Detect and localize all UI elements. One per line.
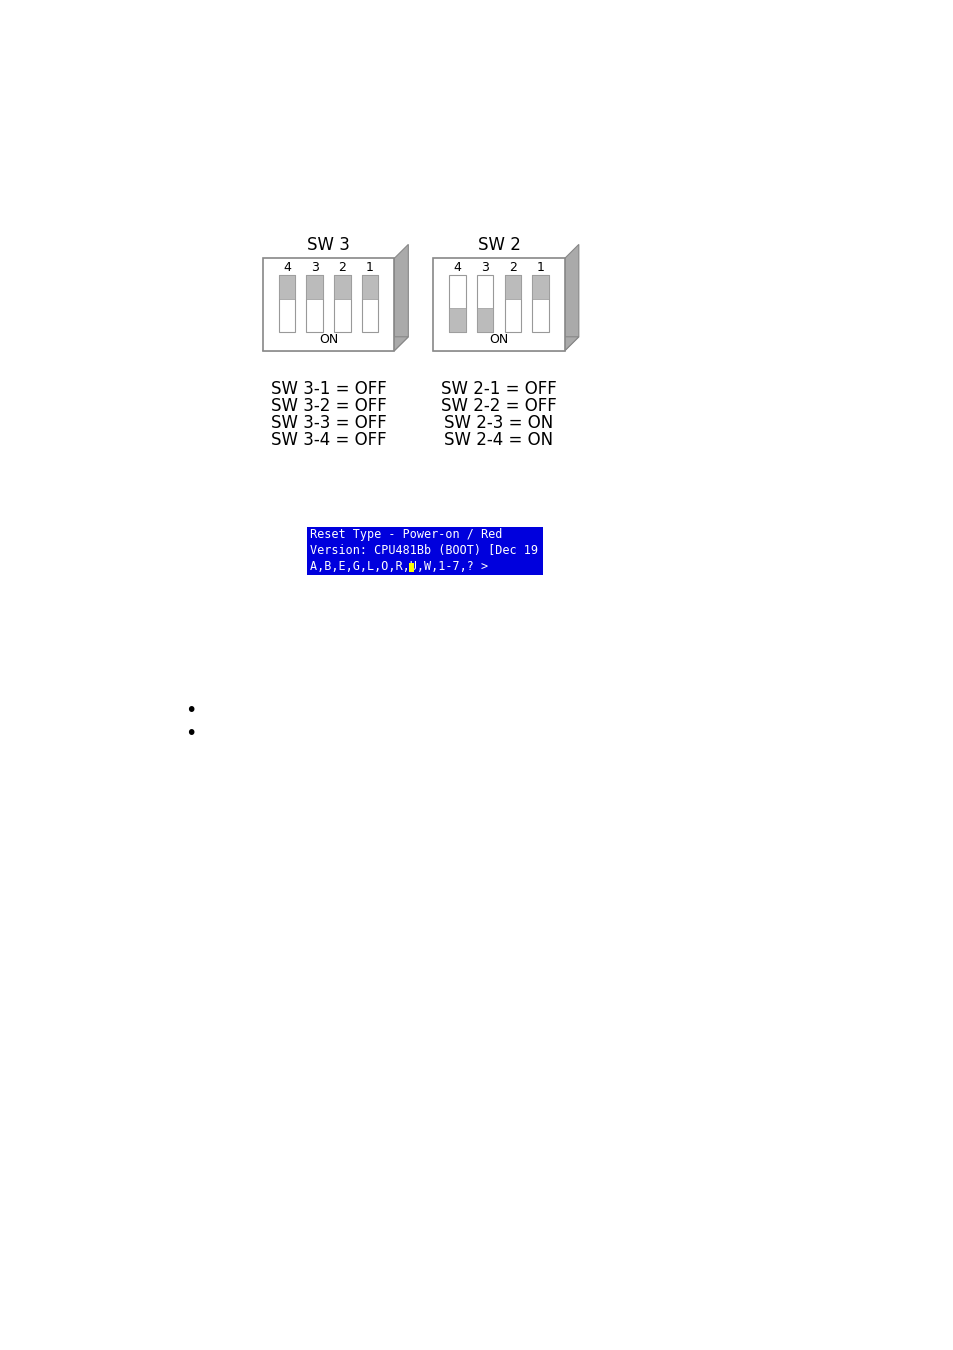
Polygon shape bbox=[433, 336, 578, 351]
Text: SW 2-4 = ON: SW 2-4 = ON bbox=[444, 431, 553, 450]
Text: 3: 3 bbox=[481, 261, 489, 274]
Bar bbox=[433, 258, 564, 351]
Bar bbox=[476, 308, 493, 332]
Bar bbox=[361, 275, 377, 300]
Text: SW 2: SW 2 bbox=[477, 236, 520, 254]
Bar bbox=[334, 275, 350, 332]
Bar bbox=[476, 275, 493, 332]
Bar bbox=[361, 275, 377, 332]
Text: SW 3-4 = OFF: SW 3-4 = OFF bbox=[271, 431, 386, 450]
Text: SW 3-1 = OFF: SW 3-1 = OFF bbox=[271, 381, 386, 398]
Text: 1: 1 bbox=[536, 261, 543, 274]
Text: Version: CPU481Bb (BOOT) [Dec 19 2003]: Version: CPU481Bb (BOOT) [Dec 19 2003] bbox=[310, 544, 580, 558]
Text: 4: 4 bbox=[454, 261, 461, 274]
Text: 4: 4 bbox=[283, 261, 291, 274]
Text: SW 3-2 = OFF: SW 3-2 = OFF bbox=[271, 397, 386, 414]
Bar bbox=[504, 275, 520, 332]
Text: ON: ON bbox=[318, 333, 337, 347]
Text: SW 3: SW 3 bbox=[307, 236, 350, 254]
Bar bbox=[307, 526, 542, 575]
Text: A,B,E,G,L,O,R,U,W,1-7,? >: A,B,E,G,L,O,R,U,W,1-7,? > bbox=[310, 560, 488, 574]
Text: 1: 1 bbox=[365, 261, 374, 274]
Text: SW 3-3 = OFF: SW 3-3 = OFF bbox=[271, 414, 386, 432]
Text: SW 2-1 = OFF: SW 2-1 = OFF bbox=[440, 381, 557, 398]
Text: •: • bbox=[185, 724, 196, 742]
Text: 2: 2 bbox=[508, 261, 517, 274]
Text: SW 2-3 = ON: SW 2-3 = ON bbox=[444, 414, 553, 432]
Bar bbox=[449, 275, 465, 332]
Bar bbox=[408, 563, 414, 572]
Polygon shape bbox=[564, 244, 578, 351]
Text: •: • bbox=[185, 701, 196, 720]
Bar bbox=[306, 275, 323, 300]
Bar bbox=[278, 275, 295, 300]
Bar bbox=[504, 275, 520, 300]
Polygon shape bbox=[262, 336, 408, 351]
Bar bbox=[278, 275, 295, 332]
Text: 2: 2 bbox=[338, 261, 346, 274]
Bar bbox=[262, 258, 394, 351]
Text: 3: 3 bbox=[311, 261, 318, 274]
Text: Reset Type - Power-on / Red: Reset Type - Power-on / Red bbox=[310, 528, 501, 541]
Bar bbox=[334, 275, 350, 300]
Bar bbox=[532, 275, 548, 332]
Bar bbox=[532, 275, 548, 300]
Bar bbox=[449, 308, 465, 332]
Text: SW 2-2 = OFF: SW 2-2 = OFF bbox=[440, 397, 557, 414]
Polygon shape bbox=[394, 244, 408, 351]
Bar bbox=[306, 275, 323, 332]
Text: ON: ON bbox=[489, 333, 508, 347]
